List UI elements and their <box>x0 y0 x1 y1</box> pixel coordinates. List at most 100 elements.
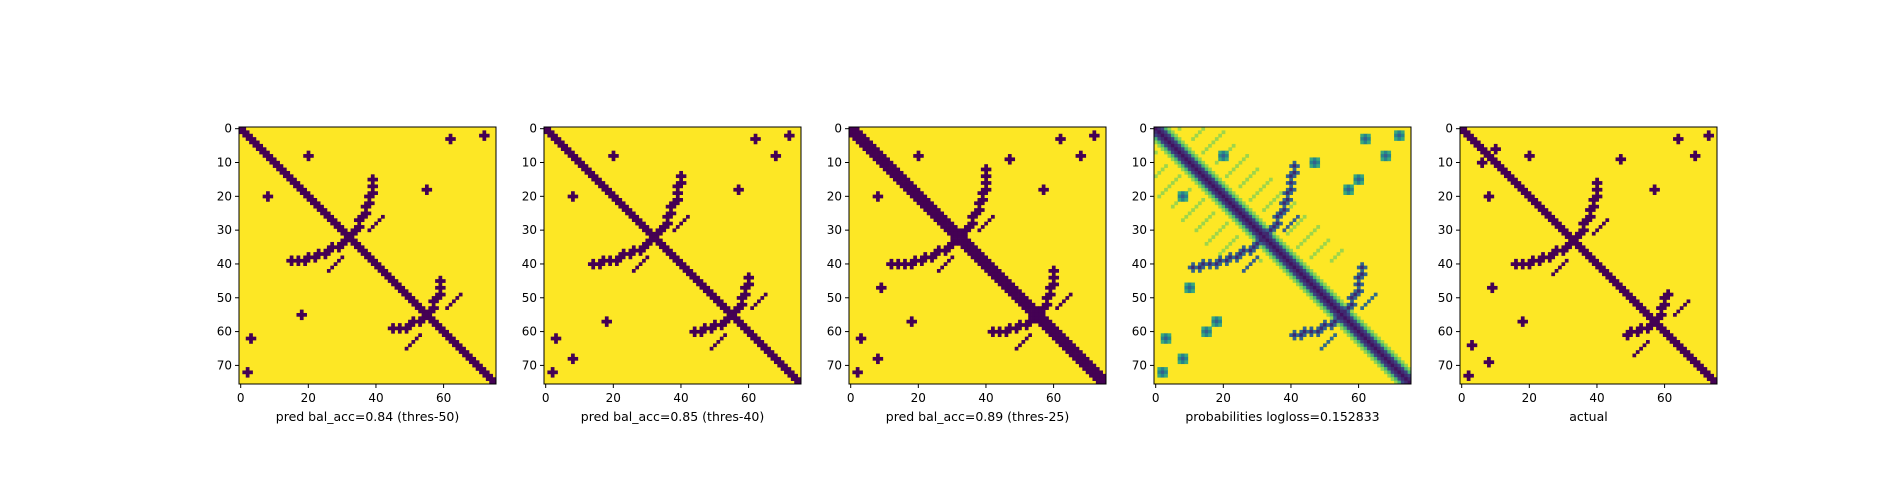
heatmap-cell <box>1466 370 1471 375</box>
heatmap-cell <box>1706 370 1711 375</box>
heatmap-cell <box>1292 187 1297 192</box>
heatmap-cell <box>411 299 416 304</box>
heatmap-cell <box>1279 191 1283 195</box>
heatmap-cell <box>1001 329 1005 334</box>
heatmap-cell <box>1380 346 1385 351</box>
heatmap-cell <box>1204 181 1209 185</box>
x-tick-label: 60 <box>1046 391 1061 405</box>
heatmap-cell <box>1353 275 1358 280</box>
heatmap-cell <box>733 187 738 192</box>
heatmap-cell <box>564 150 569 155</box>
heatmap-cell <box>1248 235 1253 239</box>
heatmap-cell <box>699 285 704 290</box>
heatmap-cell <box>1350 302 1354 307</box>
heatmap-cell <box>1282 208 1287 212</box>
heatmap-cell <box>492 377 497 381</box>
heatmap-cell <box>987 174 992 179</box>
heatmap-cell <box>1289 255 1293 260</box>
heatmap-cell <box>1082 353 1087 358</box>
heatmap-cell <box>1092 373 1097 378</box>
heatmap-cell <box>716 302 721 307</box>
x-tick-label: 40 <box>673 391 688 405</box>
heatmap-cell <box>1285 181 1290 185</box>
heatmap-cell <box>367 211 372 216</box>
heatmap-cell <box>960 238 965 243</box>
heatmap-cell <box>1703 373 1708 378</box>
heatmap-cell <box>1360 346 1365 351</box>
heatmap-cell <box>1312 272 1317 277</box>
heatmap-cell <box>1275 245 1280 250</box>
heatmap-cell <box>618 201 623 206</box>
heatmap-cell <box>1191 160 1195 165</box>
heatmap-cell <box>1367 343 1371 348</box>
heatmap-cell <box>1669 340 1674 344</box>
heatmap-cell <box>943 218 948 223</box>
heatmap-cell <box>1319 289 1324 294</box>
heatmap-cell <box>1316 225 1321 229</box>
heatmap-cell <box>1191 137 1195 141</box>
heatmap-cell <box>753 133 758 138</box>
heatmap-cell <box>642 245 646 250</box>
heatmap-cell <box>1585 221 1589 226</box>
heatmap-cell <box>1635 326 1640 331</box>
heatmap-cell <box>1099 380 1103 385</box>
heatmap-cell <box>1255 245 1260 250</box>
heatmap-cell <box>1316 289 1321 294</box>
heatmap-cell <box>550 336 555 341</box>
heatmap-cell <box>1591 201 1596 206</box>
heatmap-cell <box>1336 312 1341 317</box>
heatmap-cell <box>1510 174 1515 179</box>
heatmap-cell <box>1241 204 1246 209</box>
heatmap-cell <box>1676 346 1681 351</box>
heatmap-cell <box>598 258 602 263</box>
heatmap-cell <box>1191 262 1195 266</box>
heatmap-cell <box>1353 333 1358 338</box>
heatmap-cell <box>323 208 328 212</box>
heatmap-cell <box>1404 377 1408 381</box>
heatmap-cell <box>455 340 460 344</box>
heatmap-cell <box>1194 177 1199 182</box>
heatmap-cell <box>1181 191 1185 195</box>
heatmap-cell <box>310 255 314 260</box>
heatmap-cell <box>1289 248 1293 253</box>
heatmap-cell <box>1618 157 1623 162</box>
heatmap-cell <box>1625 333 1630 338</box>
heatmap-cell <box>628 214 633 219</box>
heatmap-cell <box>723 323 727 327</box>
heatmap-cell <box>930 255 934 260</box>
heatmap-cell <box>584 164 589 168</box>
heatmap-cell <box>1051 326 1056 331</box>
heatmap-cell <box>1238 248 1243 253</box>
heatmap-cell <box>1095 377 1100 381</box>
heatmap-cell <box>1581 248 1586 253</box>
heatmap-cell <box>316 204 321 209</box>
heatmap-cell <box>485 377 490 381</box>
heatmap-cell <box>1635 333 1640 338</box>
heatmap-cell <box>1367 336 1371 341</box>
heatmap-cell <box>316 208 321 212</box>
heatmap-cell <box>1649 312 1654 317</box>
heatmap-cell <box>1289 228 1293 233</box>
heatmap-cell <box>940 211 945 216</box>
heatmap-cell <box>1598 181 1603 185</box>
heatmap-cell <box>1683 302 1687 307</box>
heatmap-cell <box>1363 340 1368 344</box>
heatmap-cell <box>452 137 456 141</box>
heatmap-cell <box>1350 292 1354 297</box>
heatmap-cell <box>669 214 673 219</box>
heatmap-cell <box>696 279 700 283</box>
heatmap-cell <box>1622 292 1627 297</box>
heatmap-cell <box>1662 292 1667 297</box>
heatmap-cell <box>1238 160 1243 165</box>
heatmap-cell <box>1272 252 1277 256</box>
heatmap-cell <box>723 319 727 324</box>
heatmap-cell <box>1537 208 1542 212</box>
heatmap-cell <box>625 252 629 256</box>
heatmap-cell <box>1177 174 1182 179</box>
heatmap-cell <box>1360 323 1365 327</box>
heatmap-cell <box>702 289 707 294</box>
heatmap-cell <box>1326 309 1331 314</box>
heatmap-cell <box>608 191 612 195</box>
heatmap-cell <box>1642 309 1647 314</box>
heatmap-cell <box>313 255 318 260</box>
